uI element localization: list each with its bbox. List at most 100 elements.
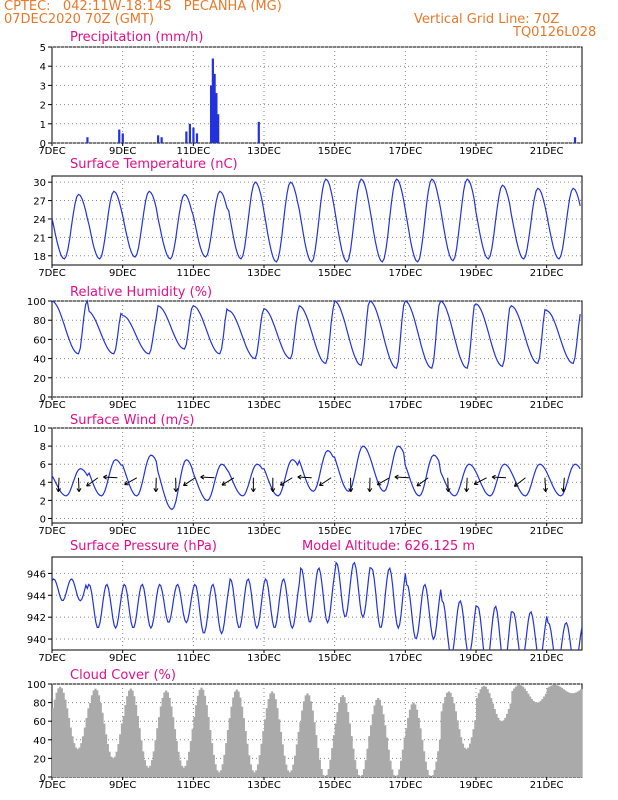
cloud-bar <box>498 720 502 777</box>
xtick-label: 11DEC <box>176 526 210 537</box>
cloud-bar <box>370 725 373 777</box>
wind-arrow <box>465 477 468 492</box>
cloud-bar <box>407 717 410 777</box>
wind-arrow <box>78 477 80 492</box>
cloud-bar <box>235 689 238 777</box>
xtick-label: 11DEC <box>176 400 210 411</box>
panel-title: Precipitation (mm/h) <box>70 30 203 45</box>
cloud-bar <box>218 772 221 777</box>
cloud-bar <box>62 692 65 777</box>
xtick-label: 21DEC <box>530 653 564 664</box>
cloud-bar <box>165 690 168 777</box>
cloud-bar <box>191 729 194 777</box>
cloud-bar <box>506 713 509 777</box>
cloud-bar <box>216 770 219 777</box>
ytick-label: 6 <box>40 460 46 471</box>
xtick-label: 13DEC <box>247 268 281 279</box>
cloud-bar <box>97 695 101 777</box>
xtick-label: 9DEC <box>109 526 136 537</box>
cloud-bar <box>286 770 290 777</box>
cloud-bar <box>336 712 339 777</box>
precip-bar <box>195 133 199 143</box>
cloud-bar <box>255 770 258 777</box>
cloud-bar <box>576 691 579 777</box>
cloud-bar <box>567 692 571 777</box>
cloud-bar <box>232 697 235 777</box>
cloud-bar <box>454 711 457 777</box>
precip-bar <box>213 73 216 143</box>
wind-arrow-head <box>561 487 567 493</box>
ytick-label: 944 <box>27 591 46 602</box>
cloud-bar <box>433 769 436 777</box>
cloud-bar <box>539 700 542 777</box>
cloud-bar <box>479 689 482 777</box>
cloud-bar <box>557 685 560 777</box>
xtick-label: 19DEC <box>459 653 493 664</box>
cloud-bar <box>78 747 81 777</box>
ytick-label: 942 <box>27 613 46 624</box>
cloud-bar <box>223 754 226 777</box>
cloud-bar <box>371 714 374 777</box>
cloud-bar <box>211 743 214 777</box>
wind-arrow-head <box>513 482 519 487</box>
cloud-bar <box>347 712 350 777</box>
cloud-bar <box>458 729 461 777</box>
cloud-bar <box>306 693 309 777</box>
cloud-bar <box>569 693 572 777</box>
series-line-3 <box>51 445 581 511</box>
cloud-bar <box>177 751 180 777</box>
wind-arrow <box>319 477 332 486</box>
cloud-bar <box>350 736 353 777</box>
precip-bar <box>118 129 121 143</box>
cloud-bar <box>260 743 263 777</box>
cloud-bar <box>534 702 537 777</box>
cloud-bar <box>113 756 116 777</box>
wind-arrow <box>183 477 196 486</box>
cloud-bar <box>209 730 212 777</box>
xtick-label: 7DEC <box>38 526 65 537</box>
series-line-2 <box>51 299 581 370</box>
cloud-bar <box>64 699 67 777</box>
cloud-bar <box>239 697 242 777</box>
cloud-bar <box>555 685 558 777</box>
xtick-label: 13DEC <box>247 400 281 411</box>
cloud-bar <box>233 691 237 777</box>
plot-frame-4 <box>51 556 583 651</box>
cloud-bar <box>548 686 551 777</box>
cloud-bar <box>490 698 493 777</box>
cloud-bar <box>173 729 177 777</box>
cloud-bar <box>272 693 275 777</box>
cloud-bar <box>127 690 131 777</box>
cloud-bar <box>248 755 251 777</box>
plot-frame-3 <box>51 427 583 524</box>
cloud-bar <box>491 703 495 777</box>
cloud-bar <box>170 706 173 777</box>
cloud-bar <box>327 769 330 777</box>
cloud-bar <box>262 730 265 777</box>
cloud-bar <box>559 686 562 777</box>
ytick-label: 100 <box>27 680 46 691</box>
cloud-bar <box>385 737 389 777</box>
cloud-bar <box>76 749 79 777</box>
cloud-bar <box>560 687 563 777</box>
cloud-bar <box>325 774 328 777</box>
xtick-label: 9DEC <box>109 400 136 411</box>
cloud-bar <box>564 690 567 777</box>
xtick-label: 17DEC <box>388 653 422 664</box>
cloud-bar <box>80 743 83 777</box>
xtick-label: 7DEC <box>38 268 65 279</box>
cloud-bar <box>580 689 583 777</box>
cloud-bar <box>180 765 184 777</box>
wind-arrow-head <box>319 481 324 487</box>
series-line-4 <box>52 561 582 650</box>
cloud-bar <box>412 702 415 777</box>
cloud-bar <box>122 715 125 777</box>
cloud-bar <box>308 695 311 777</box>
xtick-label: 9DEC <box>109 268 136 279</box>
wind-arrow-head <box>279 481 285 486</box>
cloud-bar <box>237 691 240 777</box>
cloud-bar <box>516 685 519 777</box>
cloud-bar <box>486 689 489 777</box>
cloud-bar <box>71 736 74 777</box>
ytick-label: 20 <box>33 754 46 765</box>
